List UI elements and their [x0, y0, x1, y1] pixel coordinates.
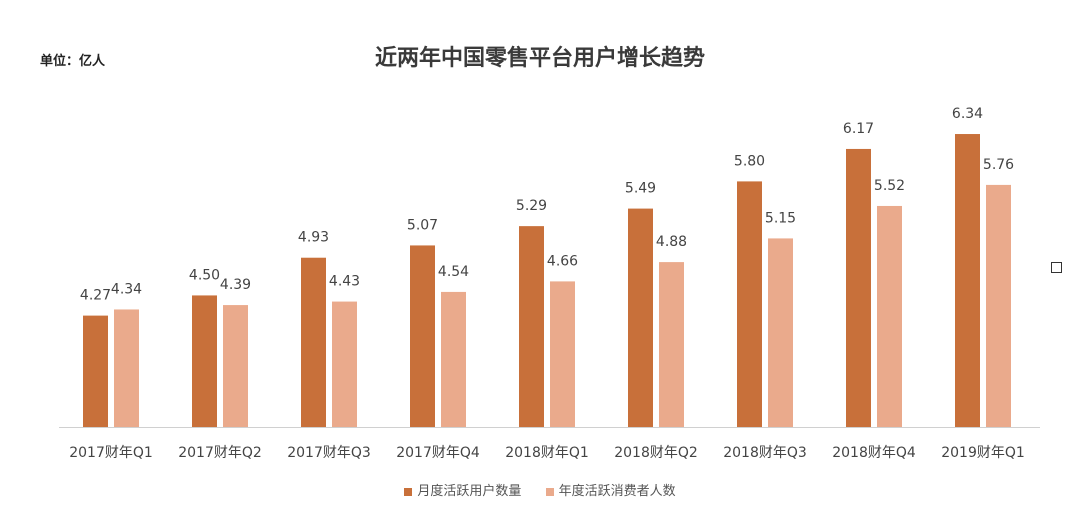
- bar-series1-2: [332, 301, 357, 427]
- legend-label-monthly-active: 月度活跃用户数量: [417, 484, 522, 499]
- data-label-series0-3: 5.07: [407, 217, 438, 233]
- x-tick-label-8: 2019财年Q1: [941, 445, 1025, 461]
- bar-series0-8: [955, 134, 980, 427]
- bar-series0-5: [628, 208, 653, 427]
- bar-series0-6: [737, 181, 762, 427]
- bar-series1-4: [550, 281, 575, 427]
- bar-series0-7: [846, 148, 871, 427]
- bar-series1-7: [877, 205, 902, 427]
- data-label-series0-8: 6.34: [952, 106, 983, 122]
- unit-label: 单位：亿人: [40, 54, 106, 69]
- data-label-series0-2: 4.93: [298, 230, 329, 246]
- legend-swatch-monthly-active: [404, 487, 413, 496]
- bar-series0-2: [301, 257, 326, 427]
- legend-item-monthly-active: 月度活跃用户数量: [404, 480, 521, 499]
- bar-series0-1: [192, 295, 217, 427]
- data-label-series1-1: 4.39: [220, 277, 251, 293]
- bar-series1-5: [659, 262, 684, 427]
- legend-item-annual-active: 年度活跃消费者人数: [545, 480, 676, 499]
- x-tick-label-1: 2017财年Q2: [178, 445, 262, 461]
- x-tick-label-3: 2017财年Q4: [396, 445, 480, 461]
- x-tick-label-7: 2018财年Q4: [832, 445, 916, 461]
- bar-series1-1: [223, 305, 248, 427]
- data-label-series1-8: 5.76: [983, 157, 1014, 173]
- legend-swatch-annual-active: [545, 487, 554, 496]
- bar-chart: 4.27 4.34 2017财年Q1 4.504.39 2017财年Q2 4.93 4.43…: [59, 106, 1040, 461]
- x-tick-label-2: 2017财年Q3: [287, 445, 371, 461]
- bar-series0-4: [519, 226, 544, 427]
- x-tick-label-4: 2018财年Q1: [505, 445, 589, 461]
- data-label-series0-5: 5.49: [625, 181, 656, 197]
- data-label-series1-6: 5.15: [765, 210, 796, 226]
- x-tick-label-6: 2018财年Q3: [723, 445, 807, 461]
- data-label-series0-4: 5.29: [516, 198, 547, 214]
- data-label-series1-2: 4.43: [329, 274, 360, 290]
- legend: 月度活跃用户数量 年度活跃消费者人数: [0, 480, 1080, 499]
- data-label-series0-0: 4.27: [80, 288, 111, 304]
- bar-series1-0: [114, 309, 139, 427]
- x-tick-label-5: 2018财年Q2: [614, 445, 698, 461]
- data-label-series1-4: 4.66: [547, 253, 578, 269]
- bar-series0-0: [83, 315, 108, 427]
- data-label-series1-5: 4.88: [656, 234, 687, 250]
- bar-series1-6: [768, 238, 793, 427]
- legend-label-annual-active: 年度活跃消费者人数: [558, 484, 676, 499]
- data-label-series1-0: 4.34: [111, 281, 142, 297]
- bar-series1-3: [441, 291, 466, 427]
- data-label-series0-6: 5.80: [734, 153, 765, 169]
- chart-title: 近两年中国零售平台用户增长趋势: [374, 46, 705, 71]
- data-label-series1-3: 4.54: [438, 264, 469, 280]
- checkbox-icon[interactable]: [1051, 262, 1062, 273]
- bar-series0-3: [410, 245, 435, 427]
- data-label-series1-7: 5.52: [874, 178, 905, 194]
- data-label-series0-1: 4.50: [189, 267, 220, 283]
- x-tick-label-0: 2017财年Q1: [69, 445, 153, 461]
- data-label-series0-7: 6.17: [843, 121, 874, 137]
- bar-series1-8: [986, 184, 1011, 427]
